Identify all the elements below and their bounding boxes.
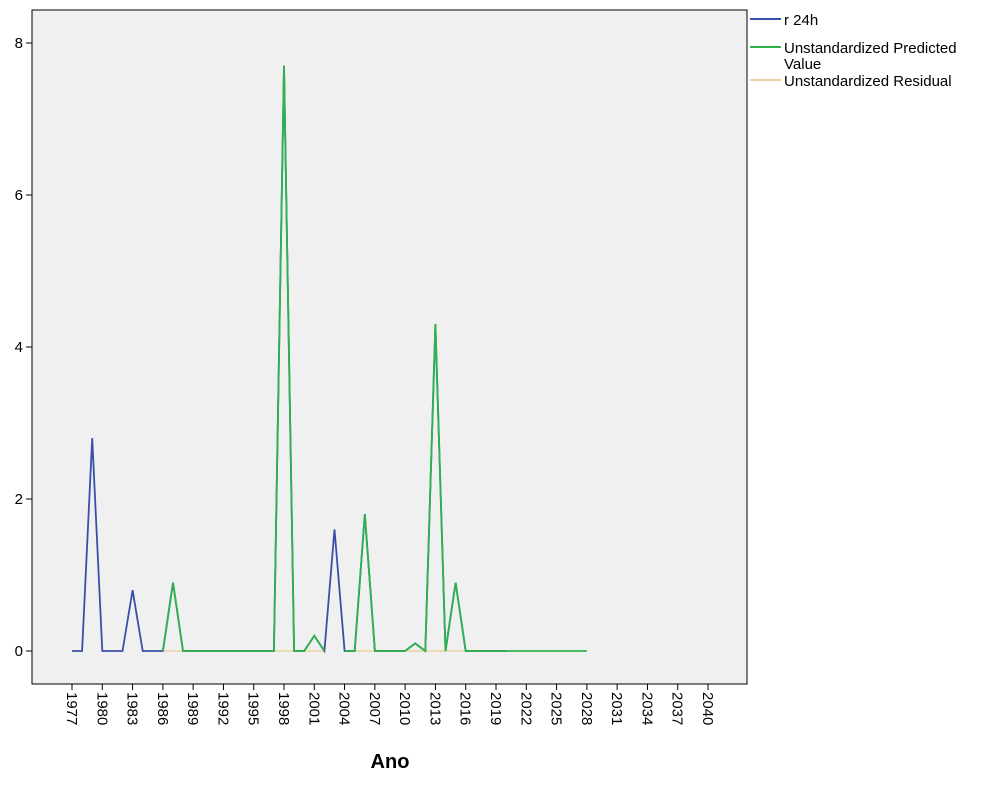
x-tick-label: 1995 bbox=[245, 692, 262, 725]
y-axis: 0 2 4 6 8 bbox=[15, 35, 32, 660]
x-tick-label: 2028 bbox=[578, 692, 595, 725]
legend-label: Unstandardized Residual bbox=[784, 73, 952, 90]
x-tick-label: 2013 bbox=[426, 692, 443, 725]
x-tick-label: 2010 bbox=[396, 692, 413, 725]
x-axis-title: Ano bbox=[371, 751, 410, 773]
legend-label: r 24h bbox=[784, 12, 818, 29]
y-tick-label: 6 bbox=[15, 187, 23, 204]
x-tick-label: 1980 bbox=[93, 692, 110, 725]
x-tick-label: 2022 bbox=[517, 692, 534, 725]
x-tick-label: 1983 bbox=[124, 692, 141, 725]
x-tick-label: 1989 bbox=[184, 692, 201, 725]
legend: r 24h Unstandardized Predicted ValueUnstan… bbox=[750, 12, 957, 90]
y-tick-label: 2 bbox=[15, 491, 23, 508]
y-tick-label: 4 bbox=[15, 339, 23, 356]
x-tick-label: 2001 bbox=[305, 692, 322, 725]
x-tick-label: 1998 bbox=[275, 692, 292, 725]
x-tick-label: 2004 bbox=[336, 692, 353, 725]
x-tick-label: 2007 bbox=[366, 692, 383, 725]
y-tick-label: 0 bbox=[15, 643, 23, 660]
x-tick-label: 1992 bbox=[214, 692, 231, 725]
x-tick-label: 2019 bbox=[487, 692, 504, 725]
legend-label: Unstandardized Predicted Value bbox=[784, 40, 957, 73]
x-axis: 1977 1980 1983 1986 1989 1992 1995 1998 2001 2004… bbox=[63, 684, 716, 725]
x-tick-label: 2025 bbox=[548, 692, 565, 725]
x-tick-label: 2031 bbox=[608, 692, 625, 725]
series-line-1 bbox=[344, 324, 587, 653]
x-tick-label: 1986 bbox=[154, 692, 171, 725]
series-layer bbox=[72, 65, 587, 654]
x-tick-label: 2016 bbox=[457, 692, 474, 725]
x-tick-label: 2034 bbox=[638, 692, 655, 725]
plot-background bbox=[31, 9, 748, 685]
x-tick-label: 2037 bbox=[669, 692, 686, 725]
y-tick-label: 8 bbox=[15, 35, 23, 52]
series-line-1 bbox=[162, 65, 326, 652]
x-tick-label: 2040 bbox=[699, 692, 716, 725]
x-tick-label: 1977 bbox=[63, 692, 80, 725]
